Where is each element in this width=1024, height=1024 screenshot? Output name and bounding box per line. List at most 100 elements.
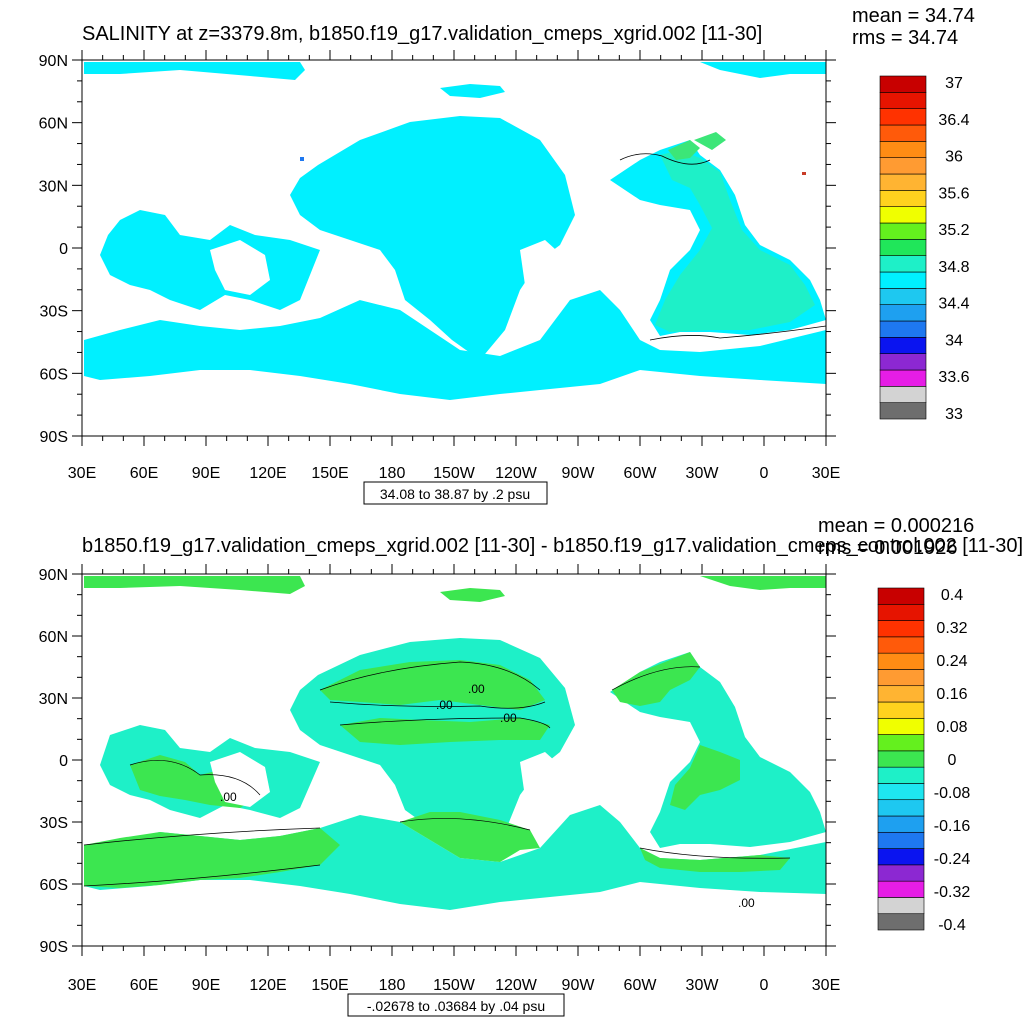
land-mask	[520, 752, 565, 812]
x-axis-ticks: 30E 60E 90E 120E 150E 180 150W 120W 90W 60W 30W 0 30…	[68, 564, 840, 994]
colorbar-swatch	[877, 897, 925, 915]
x-tick-label: 90W	[562, 977, 596, 994]
contour-lines	[83, 661, 791, 887]
x-tick-label: 180	[379, 977, 406, 994]
x-tick-label: 150E	[311, 465, 348, 482]
colorbar-label: -0.24	[934, 851, 971, 868]
colorbar-swatch	[879, 108, 927, 126]
colorbar-swatch	[877, 701, 925, 719]
colorbar-swatch	[879, 320, 927, 338]
x-tick-label: 0	[760, 465, 769, 482]
y-tick-label: 30N	[39, 178, 68, 195]
contour-info: -.02678 to .03684 by .04 psu	[367, 998, 545, 1014]
colorbar-swatch	[879, 206, 927, 224]
colorbar-swatch	[879, 271, 927, 289]
y-tick-label: 30S	[40, 815, 68, 832]
x-tick-label: 30E	[68, 977, 96, 994]
contour-line	[319, 661, 541, 691]
x-tick-label: 30E	[812, 977, 840, 994]
colorbar-label: 36	[945, 149, 963, 166]
x-tick-label: 150E	[311, 977, 348, 994]
x-tick-label: 60W	[624, 465, 658, 482]
colorbar-swatch	[877, 799, 925, 817]
x-tick-label: 90E	[192, 977, 220, 994]
colorbar-label: 0.08	[936, 719, 967, 736]
difference-field: .00 .00 .00 .00 .00	[83, 576, 826, 910]
x-tick-label: 120E	[249, 977, 286, 994]
southern-positive-band	[640, 848, 790, 872]
colorbar-label: 33	[945, 406, 963, 423]
colorbar-swatch	[877, 913, 925, 931]
x-tick-label: 120W	[495, 977, 538, 994]
colorbar-label: 0.24	[936, 653, 967, 670]
land-mask	[210, 752, 270, 807]
colorbar-swatch	[879, 288, 927, 305]
contour-line	[339, 717, 551, 729]
atlantic-positive-band	[670, 745, 740, 810]
colorbar-label: -0.32	[934, 884, 971, 901]
contour-line	[619, 153, 711, 165]
colorbar-swatch	[879, 304, 927, 322]
colorbar-swatch	[877, 652, 925, 670]
colorbar-swatch	[877, 880, 925, 898]
difference-map-panel: b1850.f19_g17.validation_cmeps_xgrid.002…	[39, 515, 1023, 1017]
x-tick-label: 0	[760, 977, 769, 994]
data-cell	[300, 157, 304, 161]
atlantic-nordic-saline-region	[694, 132, 726, 150]
salinity-field	[84, 62, 827, 400]
x-tick-label: 180	[379, 465, 406, 482]
y-axis-ticks: 90N 60N 30N 0 30S 60S 90S	[39, 53, 836, 446]
x-tick-label: 60W	[624, 977, 658, 994]
land-mask	[210, 240, 270, 295]
x-axis-ticks: 30E 60E 90E 120E 150E 180 150W 120W 90W 60W 30W 0 30…	[68, 50, 840, 482]
land-mask	[350, 250, 392, 305]
contour-label: .00	[468, 682, 485, 696]
contour-line	[611, 666, 701, 691]
colorbar-swatch	[877, 815, 925, 833]
colorbar-swatch	[879, 239, 927, 256]
y-tick-label: 0	[59, 241, 68, 258]
pacific-positive-band	[340, 718, 550, 745]
colorbar-swatch	[879, 402, 927, 420]
atlantic-north-saline-region	[668, 140, 700, 160]
colorbar: 37 36.4 36 35.6 35.2 34.8 34.4 34 33.6 33	[879, 75, 970, 423]
bering-region	[440, 588, 505, 602]
southern-ocean-region	[84, 805, 826, 910]
colorbar-swatch	[877, 734, 925, 752]
rms-stat: rms = 34.74	[852, 27, 958, 49]
contour-label: .00	[500, 711, 517, 725]
colorbar-label: 37	[945, 75, 963, 92]
southern-positive-band	[84, 828, 340, 888]
colorbar-swatch	[879, 124, 927, 142]
land-mask	[520, 240, 565, 300]
colorbar-label: 0.32	[936, 620, 967, 637]
colorbar-label: 36.4	[938, 112, 969, 129]
data-cell	[802, 172, 806, 175]
atlantic-region	[610, 652, 826, 848]
colorbar-swatch	[877, 620, 925, 638]
colorbar-swatch	[879, 353, 927, 371]
contour-info-box	[347, 993, 565, 1017]
chart-title: b1850.f19_g17.validation_cmeps_xgrid.002…	[82, 535, 1023, 557]
x-tick-label: 30E	[68, 465, 96, 482]
colorbar-label: -0.08	[934, 785, 971, 802]
colorbar-swatch	[877, 636, 925, 654]
rms-stat: rms = 0.001926	[818, 537, 958, 559]
colorbar-swatch	[877, 717, 925, 735]
mean-stat: mean = 0.000216	[818, 515, 974, 537]
y-tick-label: 90S	[40, 939, 68, 956]
colorbar-swatch	[879, 141, 927, 158]
colorbar-label: 0.4	[941, 587, 963, 604]
southern-ocean-region	[84, 290, 826, 400]
colorbar-label: 34.4	[938, 296, 969, 313]
colorbar-label: 0	[948, 752, 957, 769]
contour-line	[129, 759, 261, 796]
contour-label: .00	[738, 896, 755, 910]
contour-line	[649, 325, 827, 341]
colorbar-swatch	[879, 369, 927, 387]
colorbar-label: 0.16	[936, 686, 967, 703]
colorbar-swatch	[879, 337, 927, 354]
y-tick-label: 30N	[39, 691, 68, 708]
bering-region	[440, 84, 505, 98]
